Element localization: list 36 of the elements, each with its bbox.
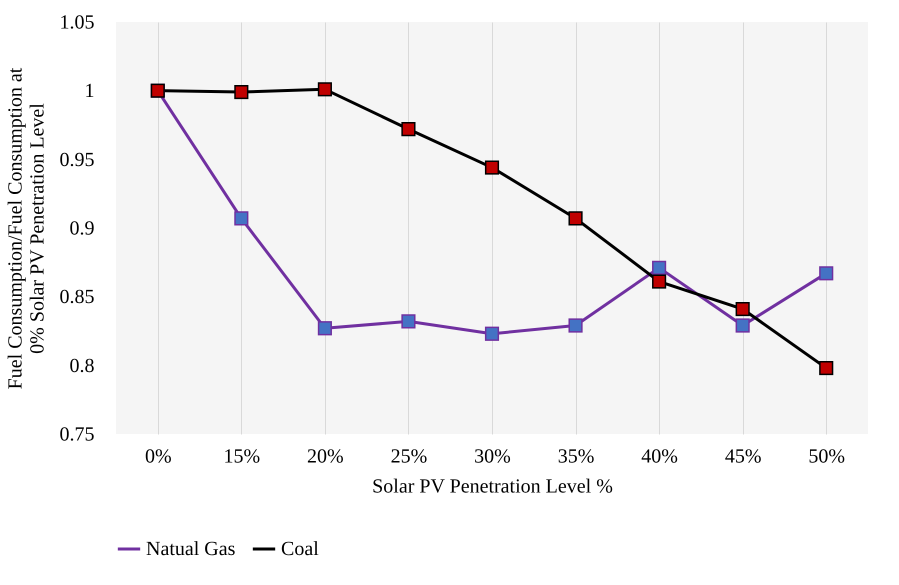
point: [234, 211, 248, 226]
x-axis-title: Solar PV Penetration Level %: [372, 476, 613, 498]
x-tick-label: 40%: [641, 446, 678, 468]
y-tick-label: 0.95: [60, 148, 94, 171]
point: [819, 266, 834, 280]
y-tick-label: 1.05: [60, 12, 94, 34]
y-tick-label: 0.75: [60, 424, 94, 446]
y-tick-label: 0.85: [60, 286, 94, 308]
point: [736, 302, 750, 316]
point: [568, 318, 583, 333]
x-tick-label: 15%: [223, 446, 260, 468]
y-axis-title: Fuel Consumption/Fuel Consumption at 0% Solar PV Penetration Level: [4, 67, 48, 390]
x-tick-label: 20%: [307, 446, 344, 468]
x-tick-label: 50%: [808, 446, 846, 468]
point: [568, 211, 583, 226]
x-tick-label: 45%: [724, 446, 762, 468]
point: [484, 160, 500, 175]
y-tick-label: 0.8: [70, 354, 94, 377]
point: [819, 361, 834, 376]
point: [652, 274, 666, 289]
legend-label: Natual Gas: [146, 538, 236, 560]
point: [401, 122, 416, 136]
x-tick-label: 35%: [558, 446, 594, 468]
legend-label: Coal: [281, 538, 320, 560]
point: [401, 314, 416, 328]
point: [736, 318, 750, 333]
x-tick-label: 30%: [474, 446, 511, 468]
y-tick-label: 1: [84, 80, 94, 102]
point: [318, 82, 332, 96]
point: [484, 326, 500, 341]
x-tick-label: 25%: [390, 446, 428, 468]
point: [234, 84, 248, 100]
point: [652, 260, 666, 275]
y-tick-label: 0.9: [70, 218, 94, 240]
x-tick-label: 0%: [144, 446, 172, 468]
point: [318, 321, 332, 336]
